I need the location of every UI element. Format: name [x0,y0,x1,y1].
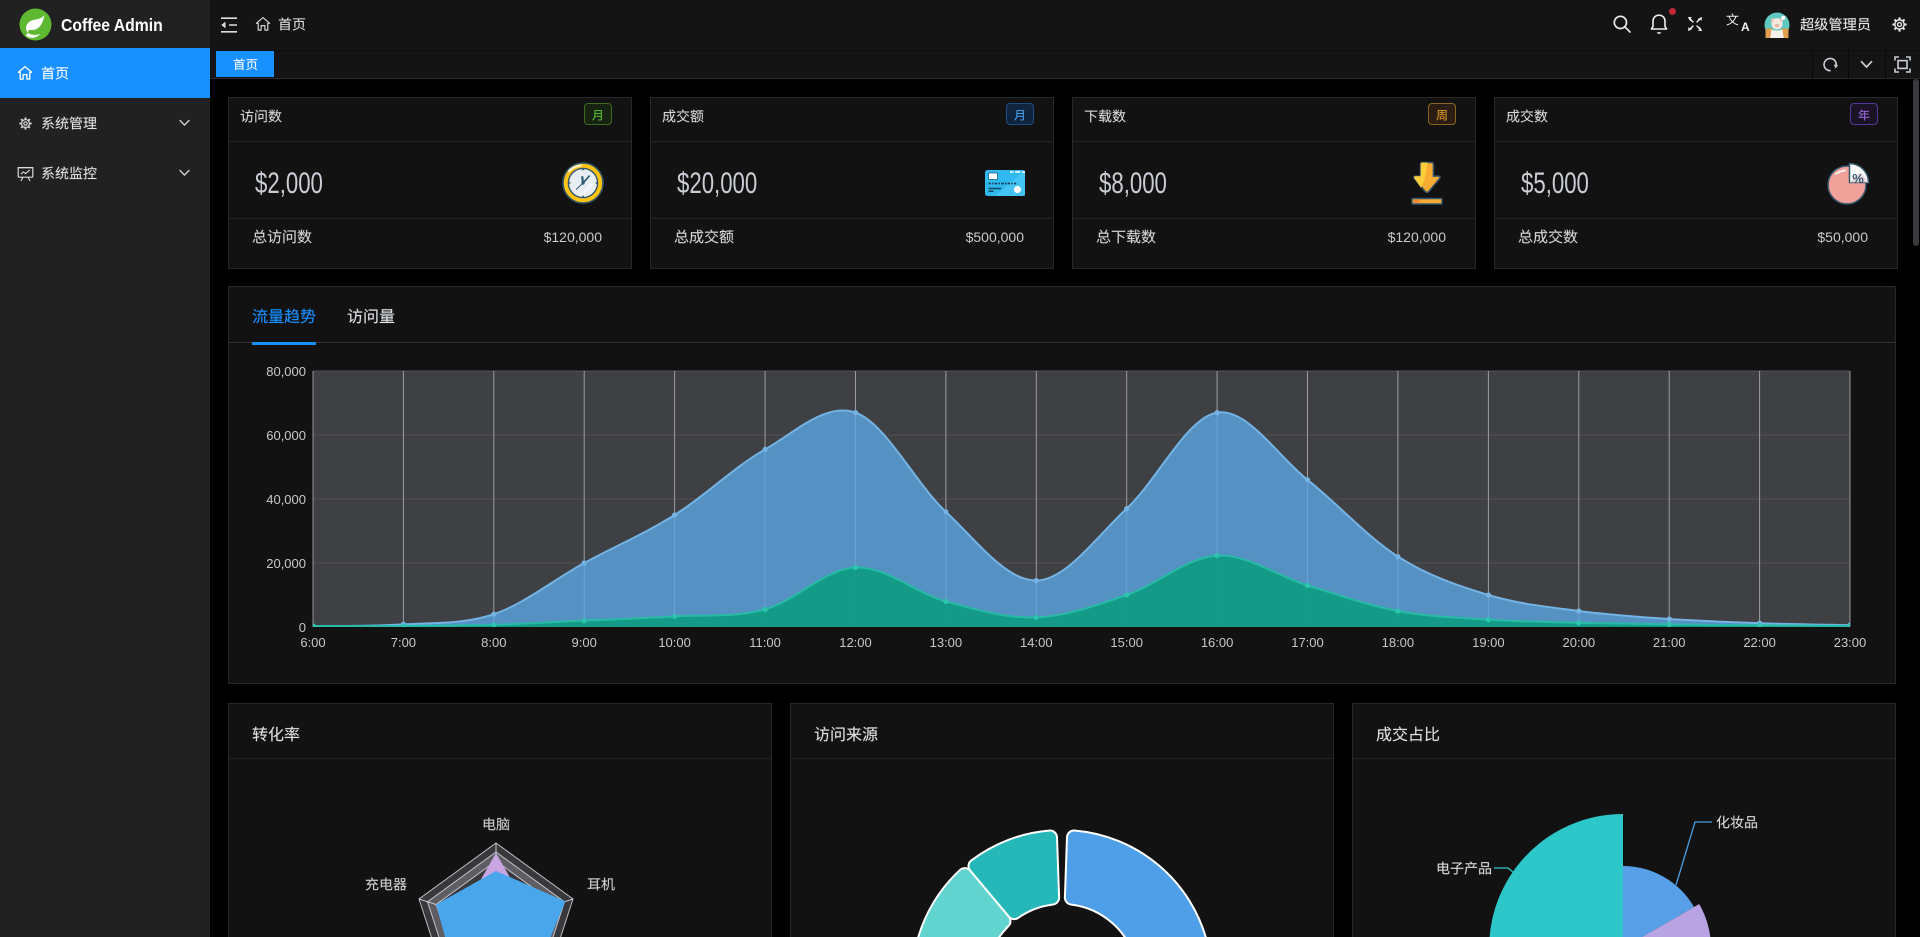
svg-text:%: % [1852,171,1864,186]
